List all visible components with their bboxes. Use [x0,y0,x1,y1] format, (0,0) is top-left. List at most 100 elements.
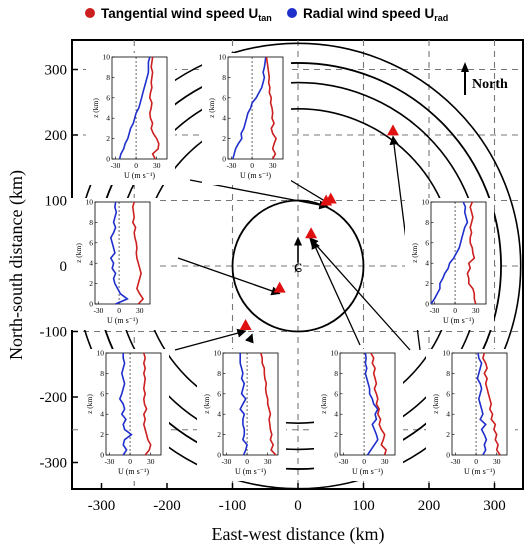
inset-y-tick-label: 2 [217,430,221,439]
inset-y-label: z (km) [431,394,440,414]
inset-y-tick-label: 4 [89,259,93,268]
inset-y-tick-label: 10 [103,53,111,62]
inset-frame [111,56,168,160]
main-x-tick-label: -300 [88,498,116,514]
inset-radial-wind-line [364,352,379,456]
inset-y-tick-label: 8 [425,218,429,227]
inset-x-tick-label: -30 [221,457,231,466]
inset-tangential-wind-line [482,352,501,456]
storm-center-symbol: ɕ [294,256,302,276]
inset-x-label: U (m s⁻¹) [240,171,271,180]
inset-y-tick-label: 0 [334,451,338,460]
inset-y-tick-label: 6 [425,238,429,247]
inset-y-tick-label: 6 [217,389,221,398]
inset-x-label: U (m s⁻¹) [118,467,149,476]
inset-x-tick-label: 30 [269,161,277,170]
main-y-tick-label: 300 [45,63,68,79]
inset-x-tick-label: 0 [117,306,121,315]
inset-x-label: U (m s⁻¹) [124,171,155,180]
observation-markers [239,124,399,330]
north-arrow-head-icon [461,62,469,72]
inset-y-tick-label: 0 [222,155,226,164]
inset-y-tick-label: 6 [334,389,338,398]
legend-label-radial-main: Radial wind speed U [303,6,434,21]
inset-x-tick-label: 0 [250,161,254,170]
inset-tangential-wind-line [265,56,277,160]
observation-marker [386,124,399,136]
inset-x-label: U (m s⁻¹) [443,316,474,325]
inset-y-tick-label: 0 [106,155,110,164]
inset-y-tick-label: 2 [425,279,429,288]
connector-arrow [245,333,254,344]
inset-frame [94,201,151,305]
observation-marker [305,227,318,239]
main-y-ticks: -300 -200 -100 0 100 200 300 [40,63,78,472]
inset-y-tick-label: 0 [100,451,104,460]
inset-tangential-wind-line [466,201,477,305]
inset-x-tick-label: 0 [134,161,138,170]
inset-frame [105,352,162,456]
inset-y-label: z (km) [74,243,83,263]
inset-y-label: z (km) [91,98,100,118]
inset-panel-background [426,349,515,481]
inset-y-tick-label: 10 [331,349,339,358]
inset-y-tick-label: 4 [217,410,221,419]
connector-arrow [177,257,281,296]
main-y-tick-label: -100 [40,325,68,341]
legend-marker-tangential [85,8,95,18]
inset-x-tick-label: 0 [474,457,478,466]
inset-y-tick-label: 0 [446,451,450,460]
inset-y-tick-label: 2 [334,430,338,439]
inset-radial-wind-line [430,201,469,305]
inset-x-tick-label: -30 [338,457,348,466]
main-x-tick-label: 0 [294,498,302,514]
inset-y-tick-label: 2 [89,279,93,288]
inset-x-tick-label: 30 [147,457,155,466]
legend-label-radial-sub: rad [434,13,448,23]
inset-radial-wind-line [118,56,151,160]
inset-radial-wind-line [476,352,488,456]
inset-y-tick-label: 8 [100,369,104,378]
main-y-tick-label: -300 [40,456,68,472]
inset-y-tick-label: 8 [217,369,221,378]
y-axis-label: North-south distance (km) [6,170,27,360]
inset-x-tick-label: 30 [493,457,501,466]
inset-panel-background [80,349,169,481]
inset-x-tick-label: -30 [226,161,236,170]
north-label: North [472,77,508,92]
inset-radial-wind-line [118,353,133,456]
main-y-tick-label: 0 [60,259,68,275]
inset-x-tick-label: -30 [93,306,103,315]
inset-y-tick-label: 4 [100,410,104,419]
inset-x-tick-label: -30 [450,457,460,466]
inset-x-tick-label: 0 [245,457,249,466]
main-x-tick-label: 300 [483,498,506,514]
main-x-tick-label: 100 [352,498,375,514]
inset-x-tick-label: -30 [104,457,114,466]
inset-y-tick-label: 10 [443,349,451,358]
inset-y-label: z (km) [202,394,211,414]
north-indicator: North [461,62,508,95]
inset-panel-background [86,53,175,185]
inset-frame [227,56,284,160]
inset-y-tick-label: 6 [446,389,450,398]
connector-arrow [174,328,247,351]
inset-y-tick-label: 8 [334,369,338,378]
inset-y-label: z (km) [319,394,328,414]
inset-tangential-wind-line [142,352,152,456]
inset-y-tick-label: 10 [219,53,227,62]
inset-y-tick-label: 6 [106,93,110,102]
inset-y-tick-label: 6 [89,238,93,247]
inset-frame [430,201,487,305]
inset-x-tick-label: 0 [453,306,457,315]
inset-y-tick-label: 4 [425,259,429,268]
legend-label-tangential-sub: tan [258,13,272,23]
observation-marker [324,192,337,204]
inset-x-label: U (m s⁻¹) [464,467,495,476]
inset-frame [451,352,508,456]
connector-arrow [309,237,411,351]
